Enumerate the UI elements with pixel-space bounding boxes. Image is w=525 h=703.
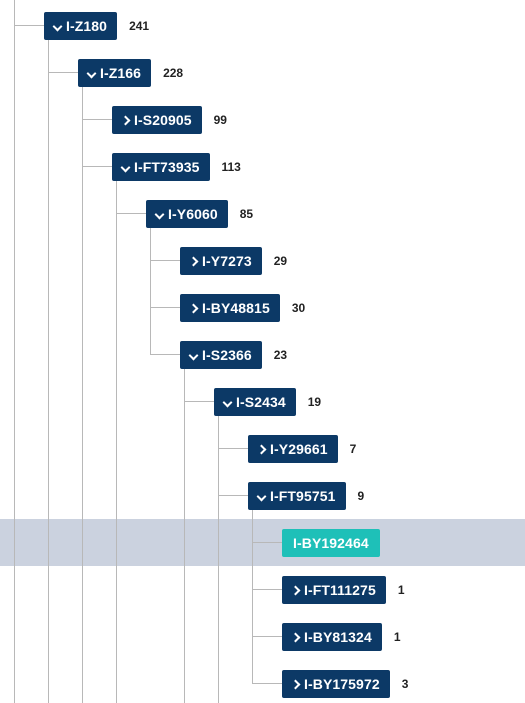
tree-connector	[218, 495, 248, 496]
tree-node: I-BY48815 30	[180, 294, 305, 322]
tree-guide-line	[150, 225, 151, 355]
chevron-right-icon	[290, 584, 300, 596]
tree-node: I-S2366 23	[180, 341, 287, 369]
node-count: 1	[397, 583, 405, 597]
node-button[interactable]: I-FT95751	[248, 482, 346, 510]
tree-node-selected: I-BY192464	[282, 529, 380, 557]
node-count: 23	[273, 348, 288, 362]
tree-node: I-BY175972 3	[282, 670, 408, 698]
node-button[interactable]: I-Y6060	[146, 200, 228, 228]
chevron-right-icon	[290, 678, 300, 690]
node-label: I-BY81324	[304, 629, 372, 645]
node-count: 7	[349, 442, 357, 456]
tree-guide-line	[184, 366, 185, 703]
tree-guide-line	[252, 507, 253, 684]
node-button[interactable]: I-S20905	[112, 106, 202, 134]
tree-connector	[218, 448, 248, 449]
chevron-right-icon	[188, 255, 198, 267]
tree-connector	[48, 72, 78, 73]
node-count: 85	[239, 207, 254, 221]
tree-node: I-Y29661 7	[248, 435, 356, 463]
tree-connector	[252, 589, 282, 590]
chevron-down-icon	[120, 161, 130, 173]
node-button[interactable]: I-Y29661	[248, 435, 338, 463]
node-button[interactable]: I-S2366	[180, 341, 262, 369]
node-label: I-S2434	[236, 394, 286, 410]
chevron-right-icon	[290, 631, 300, 643]
node-button[interactable]: I-Z180	[44, 12, 118, 40]
tree-node: I-FT111275 1	[282, 576, 405, 604]
tree-guide-line	[14, 0, 15, 703]
tree-connector	[150, 354, 180, 355]
node-label: I-FT111275	[304, 582, 376, 598]
node-count: 228	[163, 66, 184, 80]
tree-connector	[14, 25, 44, 26]
node-count: 9	[357, 489, 365, 503]
chevron-down-icon	[52, 20, 62, 32]
chevron-down-icon	[222, 396, 232, 408]
tree-connector	[150, 307, 180, 308]
node-label: I-Y6060	[168, 206, 218, 222]
tree-node: I-BY81324 1	[282, 623, 401, 651]
node-button[interactable]: I-Z166	[78, 59, 152, 87]
tree-node: I-Y7273 29	[180, 247, 287, 275]
node-count: 1	[393, 630, 401, 644]
node-button[interactable]: I-BY81324	[282, 623, 382, 651]
node-button[interactable]: I-FT73935	[112, 153, 210, 181]
chevron-down-icon	[154, 208, 164, 220]
node-label: I-Z180	[66, 18, 108, 34]
node-button[interactable]: I-BY48815	[180, 294, 280, 322]
chevron-down-icon	[256, 490, 266, 502]
node-count: 19	[307, 395, 322, 409]
node-label: I-BY175972	[304, 676, 380, 692]
node-label: I-S2366	[202, 347, 252, 363]
node-label: I-FT73935	[134, 159, 200, 175]
chevron-right-icon	[120, 114, 130, 126]
node-label: I-S20905	[134, 112, 192, 128]
tree-guide-line	[116, 178, 117, 703]
tree-node: I-S2434 19	[214, 388, 321, 416]
tree-guide-line	[218, 413, 219, 703]
node-label: I-BY48815	[202, 300, 270, 316]
node-button[interactable]: I-Y7273	[180, 247, 262, 275]
node-count: 29	[273, 254, 288, 268]
tree-connector	[82, 119, 112, 120]
node-label: I-Z166	[100, 65, 142, 81]
tree-connector	[150, 260, 180, 261]
node-label: I-FT95751	[270, 488, 336, 504]
tree-node: I-Y6060 85	[146, 200, 253, 228]
tree-connector	[252, 542, 282, 543]
node-count: 30	[291, 301, 306, 315]
chevron-right-icon	[256, 443, 266, 455]
node-button[interactable]: I-S2434	[214, 388, 296, 416]
chevron-down-icon	[86, 67, 96, 79]
node-count: 113	[221, 160, 241, 174]
tree-connector	[184, 401, 214, 402]
tree-node: I-FT73935 113	[112, 153, 241, 181]
tree-connector	[116, 213, 146, 214]
node-label: I-BY192464	[293, 535, 369, 551]
node-button[interactable]: I-BY175972	[282, 670, 390, 698]
chevron-down-icon	[188, 349, 198, 361]
selected-node-button[interactable]: I-BY192464	[282, 529, 380, 557]
tree-connector	[82, 166, 112, 167]
tree-connector	[252, 636, 282, 637]
tree-guide-line	[82, 84, 83, 703]
tree-node: I-S20905 99	[112, 106, 227, 134]
tree-node: I-Z166 228	[78, 59, 183, 87]
tree-connector	[252, 683, 282, 684]
tree-node: I-Z180 241	[44, 12, 149, 40]
node-button[interactable]: I-FT111275	[282, 576, 386, 604]
tree-guide-line	[48, 37, 49, 703]
node-count: 241	[129, 19, 150, 33]
node-count: 3	[401, 677, 409, 691]
node-count: 99	[213, 113, 227, 127]
node-label: I-Y7273	[202, 253, 252, 269]
node-label: I-Y29661	[270, 441, 328, 457]
tree-node: I-FT95751 9	[248, 482, 364, 510]
chevron-right-icon	[188, 302, 198, 314]
